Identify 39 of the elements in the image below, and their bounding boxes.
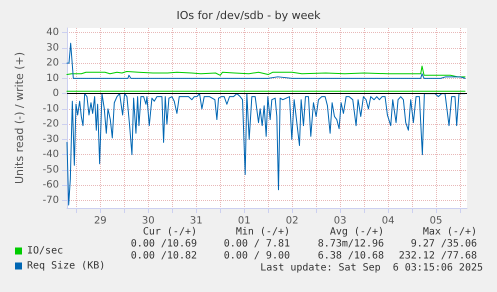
x-tick-label: 01: [238, 216, 251, 226]
text: 8.73m/12.96: [318, 238, 384, 250]
y-tick-label: -50: [42, 164, 59, 176]
line-series: [66, 42, 466, 79]
y-tick-label: -40: [42, 149, 59, 160]
y-tick-label: 10: [46, 72, 59, 84]
y-tick-label: 30: [46, 42, 59, 54]
text: 9.27 /35.06: [410, 238, 478, 250]
text: 232.12 /77.68: [398, 250, 478, 262]
chart-title: IOs for /dev/sdb - by week: [176, 9, 322, 22]
x-tick-label: 31: [190, 216, 203, 226]
x-tick-label: 02: [286, 216, 299, 226]
y-tick-label: -20: [42, 118, 59, 130]
y-tick-label: 0: [52, 88, 59, 100]
text: Min (-/+): [236, 226, 290, 238]
line-series: [66, 66, 466, 78]
y-tick-label: -60: [42, 180, 59, 191]
text: Last update: Sat Sep 6 03:15:06 2025: [260, 262, 484, 274]
text: Max (-/+): [422, 226, 478, 238]
x-tick-label: 03: [334, 216, 346, 226]
text: Cur (-/+): [142, 226, 198, 238]
x-tick-label: 29: [94, 216, 107, 226]
text: 0.00 /10.69: [130, 238, 198, 250]
text: Avg (-/+): [330, 226, 384, 238]
y-axis-title: Units read (-) / write (+): [13, 52, 26, 184]
x-tick-label: 30: [142, 216, 155, 226]
x-tick-label: 05: [430, 216, 442, 226]
y-tick-label: -70: [42, 194, 59, 206]
text: 0.00 /10.82: [130, 250, 198, 262]
y-tick-label: -30: [42, 134, 59, 145]
y-tick-label: -10: [42, 103, 59, 114]
legend-label: Req Size (KB): [27, 260, 106, 272]
text: 6.38 /10.68: [318, 250, 384, 262]
y-tick-label: 20: [46, 58, 59, 69]
y-tick-label: 40: [46, 27, 59, 38]
text: 0.00 / 7.81: [224, 238, 290, 250]
legend-label: IO/sec: [27, 246, 64, 256]
x-tick-label: 04: [382, 216, 394, 226]
text: 0.00 / 9.00: [224, 250, 290, 262]
